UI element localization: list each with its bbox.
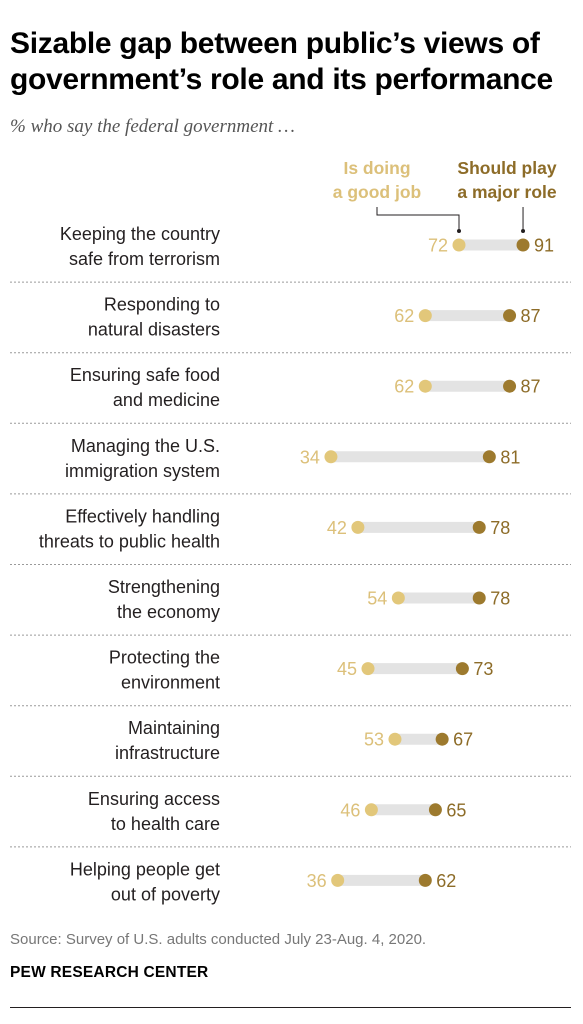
major-role-dot	[503, 309, 517, 323]
row-label: Protecting the environment	[109, 648, 220, 693]
good-job-dot	[324, 450, 338, 464]
row-label: Effectively handling threats to public he…	[39, 506, 220, 551]
row-label-line: immigration system	[65, 461, 220, 481]
good-job-dot	[418, 379, 432, 393]
major-role-value: 78	[490, 589, 510, 609]
source-note: Source: Survey of U.S. adults conducted …	[10, 931, 427, 948]
row-label-line: and medicine	[113, 390, 220, 410]
chart-subtitle: % who say the federal government …	[10, 116, 295, 137]
major-role-dot	[503, 379, 517, 393]
good-job-value: 62	[394, 377, 414, 397]
row-label: Managing the U.S. immigration system	[65, 436, 220, 481]
good-job-value: 45	[337, 659, 357, 679]
legend-good-job: Is doing a good job	[333, 158, 421, 202]
legend-major-role: Should play a major role	[457, 158, 556, 202]
row-label-line: natural disasters	[88, 320, 220, 340]
row-label-line: Helping people get	[70, 859, 220, 879]
major-role-dot	[472, 520, 486, 534]
legend-major-role-line: a major role	[457, 182, 556, 202]
row-label: Ensuring access to health care	[88, 789, 220, 834]
row-label-line: Protecting the	[109, 648, 220, 668]
row-label-line: Responding to	[104, 295, 220, 315]
major-role-dot	[455, 662, 469, 676]
legend-major-role-leader-tip	[521, 229, 526, 233]
major-role-dot	[428, 803, 442, 817]
row-label-line: infrastructure	[115, 743, 220, 763]
legend-major-role-line: Should play	[457, 158, 556, 178]
good-job-dot	[388, 732, 402, 746]
row-label: Keeping the country safe from terrorism	[60, 224, 220, 269]
row-label-line: to health care	[111, 814, 220, 834]
major-role-dot	[418, 873, 432, 887]
row-label-line: Managing the U.S.	[71, 436, 220, 456]
major-role-value: 91	[534, 236, 554, 256]
row-label: Helping people get out of poverty	[70, 859, 220, 904]
major-role-dot	[435, 732, 449, 746]
row-label-line: Ensuring access	[88, 789, 220, 809]
row-label: Ensuring safe food and medicine	[70, 365, 220, 410]
good-job-value: 72	[428, 236, 448, 256]
legend-good-job-leader-tip	[457, 229, 461, 233]
row-label-line: environment	[121, 673, 220, 693]
major-role-value: 67	[453, 730, 473, 750]
good-job-dot	[452, 238, 466, 252]
legend-good-job-line: Is doing	[343, 158, 410, 178]
good-job-value: 62	[394, 306, 414, 326]
legend-good-job-line: a good job	[333, 182, 421, 202]
row-label-line: Keeping the country	[60, 224, 220, 244]
row-label-line: Maintaining	[128, 718, 220, 738]
row-label-line: out of poverty	[111, 884, 220, 904]
good-job-value: 54	[367, 589, 387, 609]
major-role-value: 62	[436, 871, 456, 891]
good-job-dot	[418, 309, 432, 323]
row-label: Responding to natural disasters	[88, 295, 220, 340]
major-role-value: 73	[473, 659, 493, 679]
good-job-value: 53	[364, 730, 384, 750]
row-label: Strengthening the economy	[108, 577, 220, 622]
major-role-dot	[516, 238, 530, 252]
good-job-value: 42	[327, 518, 347, 538]
good-job-dot	[391, 591, 405, 605]
chart-title: Sizable gap between public’s views of go…	[10, 27, 553, 96]
major-role-value: 65	[446, 800, 466, 820]
good-job-dot	[361, 662, 375, 676]
major-role-value: 87	[521, 377, 541, 397]
major-role-dot	[482, 450, 496, 464]
good-job-value: 36	[307, 871, 327, 891]
legend-good-job-leader	[376, 207, 460, 229]
footer-rule	[10, 1007, 571, 1008]
good-job-dot	[351, 520, 365, 534]
good-job-value: 46	[340, 800, 360, 820]
row-label-line: Effectively handling	[65, 506, 220, 526]
organization-name: PEW RESEARCH CENTER	[10, 964, 209, 981]
good-job-dot	[364, 803, 378, 817]
good-job-value: 34	[300, 447, 320, 467]
row-label-line: the economy	[117, 602, 220, 622]
major-role-value: 78	[490, 518, 510, 538]
major-role-value: 87	[521, 306, 541, 326]
row-label-line: threats to public health	[39, 531, 220, 551]
major-role-value: 81	[500, 447, 520, 467]
good-job-dot	[331, 873, 345, 887]
row-label-line: Strengthening	[108, 577, 220, 597]
row-label-line: safe from terrorism	[69, 249, 220, 269]
row-label-line: Ensuring safe food	[70, 365, 220, 385]
major-role-dot	[472, 591, 486, 605]
row-label: Maintaining infrastructure	[115, 718, 220, 763]
